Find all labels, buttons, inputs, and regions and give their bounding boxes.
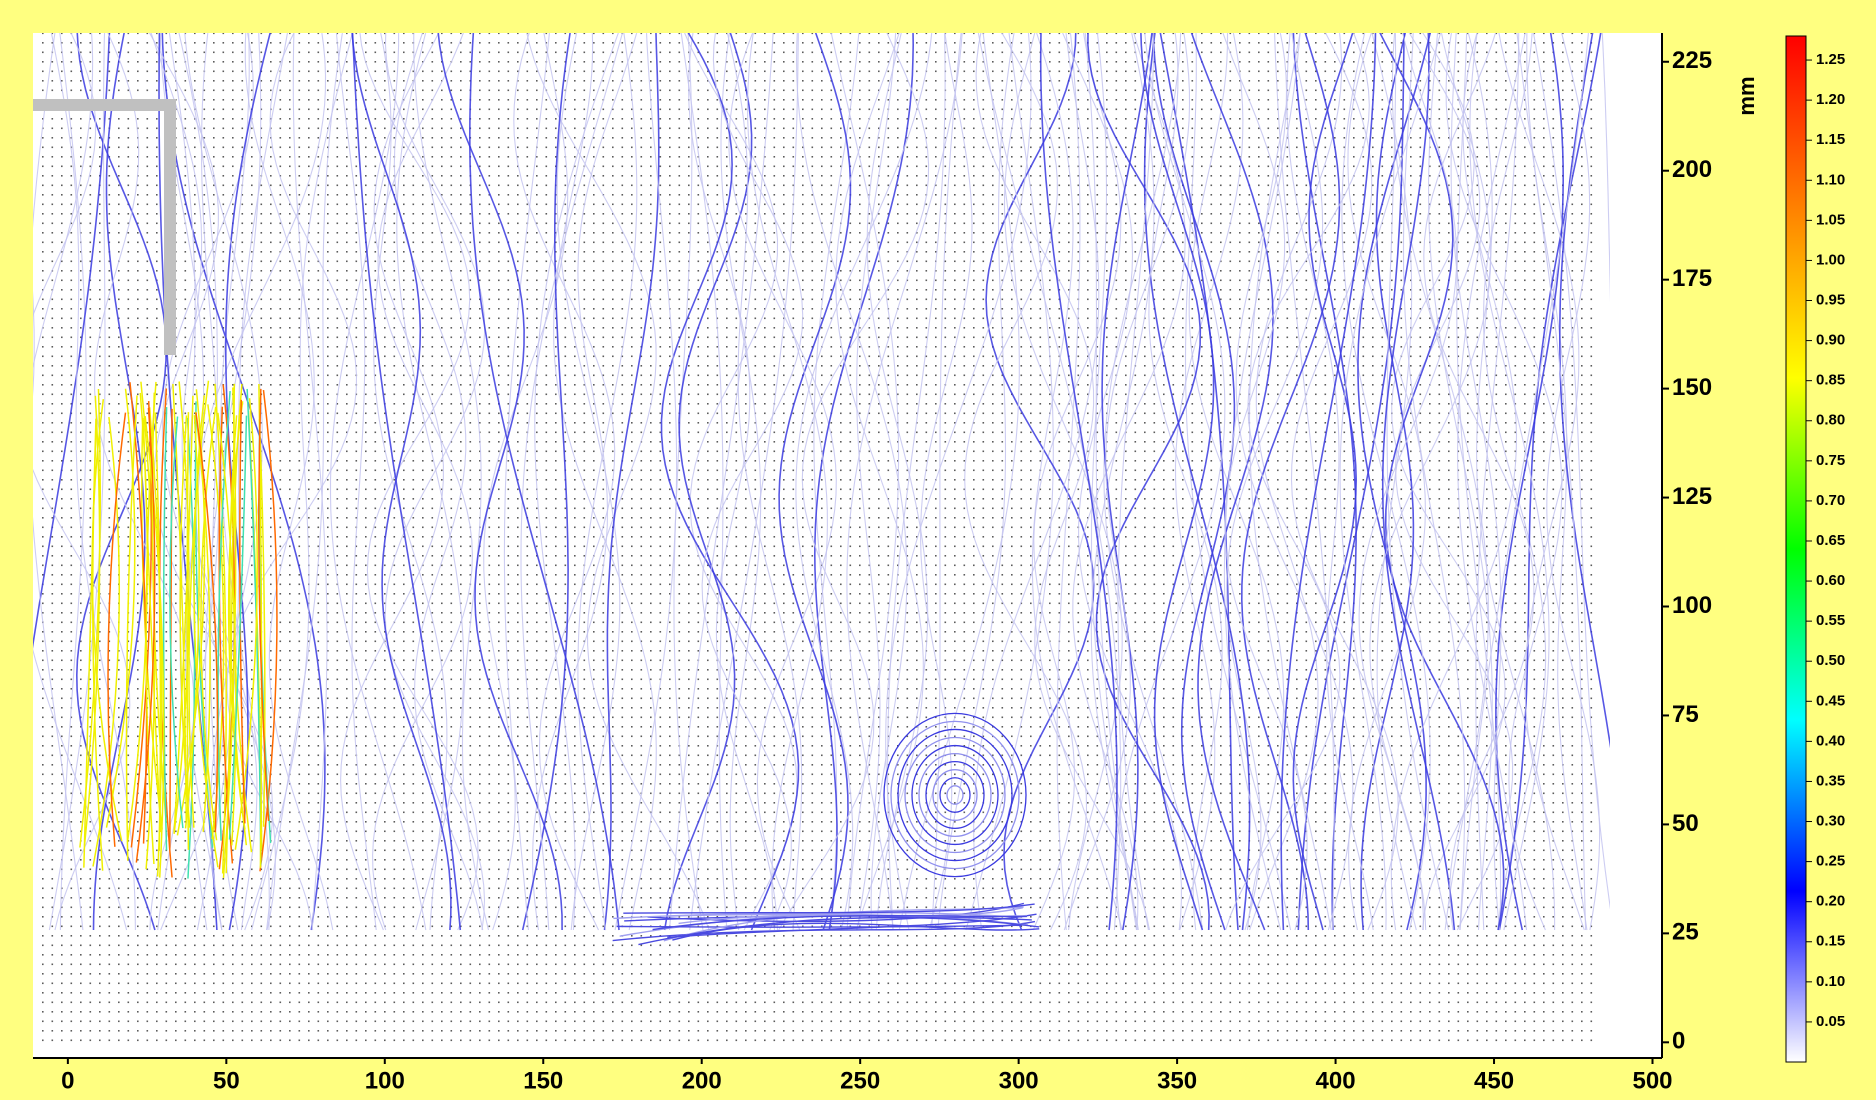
x-tick-label: 350 — [1157, 1067, 1197, 1094]
colorbar-tick-label: 0.75 — [1816, 452, 1845, 469]
colorbar-tick-label: 0.45 — [1816, 692, 1845, 709]
colorbar-tick-label: 1.00 — [1816, 251, 1845, 268]
x-tick-label: 300 — [999, 1067, 1039, 1094]
y-tick-label: 125 — [1672, 483, 1712, 510]
x-tick-label: 500 — [1632, 1067, 1672, 1094]
colorbar-tick-label: 1.25 — [1816, 51, 1845, 68]
colorbar-tick-label: 0.95 — [1816, 291, 1845, 308]
y-axis-label: mm — [1734, 76, 1759, 115]
colorbar-tick-label: 1.10 — [1816, 171, 1845, 188]
x-tick-label: 450 — [1474, 1067, 1514, 1094]
streamline — [0, 30, 34, 930]
y-tick-label: 150 — [1672, 374, 1712, 401]
colorbar-tick-label: 1.05 — [1816, 211, 1845, 228]
y-tick-label: 25 — [1672, 919, 1699, 946]
y-tick-label: 50 — [1672, 810, 1699, 837]
x-tick-label: 0 — [61, 1067, 74, 1094]
colorbar-tick-label: 0.90 — [1816, 332, 1845, 349]
chart: mm 0501001502002503003504004505000255075… — [0, 0, 1876, 1095]
x-tick-label: 250 — [840, 1067, 880, 1094]
colorbar-tick-label: 0.10 — [1816, 973, 1845, 990]
page: {"chart_data": {"type": "streamline", "x… — [0, 0, 1876, 1095]
colorbar-tick-label: 0.50 — [1816, 652, 1845, 669]
colorbar-tick-label: 0.05 — [1816, 1013, 1845, 1030]
x-tick-label: 400 — [1316, 1067, 1356, 1094]
colorbar-tick-label: 0.30 — [1816, 813, 1845, 830]
colorbar-tick-label: 0.40 — [1816, 732, 1845, 749]
colorbar-tick-label: 0.80 — [1816, 412, 1845, 429]
x-tick-label: 150 — [523, 1067, 563, 1094]
y-tick-label: 225 — [1672, 47, 1712, 74]
x-tick-label: 50 — [213, 1067, 240, 1094]
colorbar-tick-label: 0.85 — [1816, 372, 1845, 389]
colorbar-tick-label: 0.35 — [1816, 772, 1845, 789]
colorbar-tick-label: 1.20 — [1816, 91, 1845, 108]
colorbar-tick-label: 0.65 — [1816, 532, 1845, 549]
y-tick-label: 200 — [1672, 156, 1712, 183]
x-tick-label: 200 — [682, 1067, 722, 1094]
colorbar — [1786, 36, 1806, 1062]
x-tick-label: 100 — [365, 1067, 405, 1094]
colorbar-tick-label: 0.60 — [1816, 572, 1845, 589]
y-tick-label: 0 — [1672, 1028, 1685, 1055]
colorbar-tick-label: 1.15 — [1816, 131, 1845, 148]
colorbar-tick-label: 0.15 — [1816, 933, 1845, 950]
colorbar-tick-label: 0.55 — [1816, 612, 1845, 629]
colorbar-tick-label: 0.20 — [1816, 893, 1845, 910]
y-tick-label: 100 — [1672, 592, 1712, 619]
y-tick-label: 75 — [1672, 701, 1699, 728]
y-tick-label: 175 — [1672, 265, 1712, 292]
colorbar-tick-label: 0.70 — [1816, 492, 1845, 509]
colorbar-tick-label: 0.25 — [1816, 853, 1845, 870]
